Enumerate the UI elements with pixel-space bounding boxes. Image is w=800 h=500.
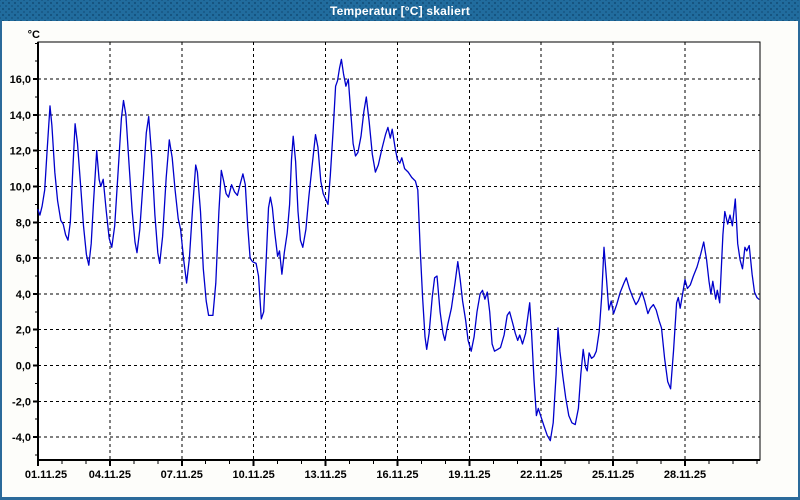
x-axis-tick-label: 10.11.25 [233, 469, 275, 481]
x-axis-tick-label: 07.11.25 [161, 469, 203, 481]
x-axis-tick-label: 28.11.25 [664, 469, 706, 481]
x-axis-tick-label: 22.11.25 [520, 469, 562, 481]
plot-area[interactable] [38, 42, 760, 460]
y-axis-tick-label: 16,0 [10, 74, 31, 86]
x-axis-tick-label: 13.11.25 [304, 469, 346, 481]
x-axis-tick-label: 04.11.25 [89, 469, 131, 481]
x-axis-tick-label: 25.11.25 [592, 469, 634, 481]
y-axis-tick-label: 14,0 [10, 110, 31, 122]
temperature-line-chart[interactable]: 01.11.25 04.11.25 07.11.25 10.11.25 13.11.25… [2, 21, 798, 497]
temperature-series-line [37, 58, 760, 442]
y-axis-tick-label: 2,0 [16, 325, 31, 337]
y-axis-tick-label: 4,0 [16, 289, 31, 301]
x-axis-tick-label: 01.11.25 [25, 469, 67, 481]
chart-body: 01.11.25 04.11.25 07.11.25 10.11.25 13.11.25… [0, 21, 800, 500]
y-axis-tick-label: 12,0 [10, 146, 31, 158]
window-title: Temperatur [°C] skaliert [329, 3, 471, 18]
x-axis-tick-label: 16.11.25 [376, 469, 418, 481]
y-axis-tick-label: 8,0 [16, 217, 31, 229]
x-axis-tick-label: 19.11.25 [448, 469, 490, 481]
y-axis-tick-label: 10,0 [10, 181, 31, 193]
y-axis-unit-label: °C [28, 29, 40, 41]
title-bar[interactable]: Temperatur [°C] skaliert [0, 0, 800, 21]
y-axis-tick-label: -2,0 [12, 396, 31, 408]
y-axis-tick-label: 6,0 [16, 253, 31, 265]
y-axis-tick-label: 0,0 [16, 360, 31, 372]
y-axis-tick-label: -4,0 [12, 432, 31, 444]
